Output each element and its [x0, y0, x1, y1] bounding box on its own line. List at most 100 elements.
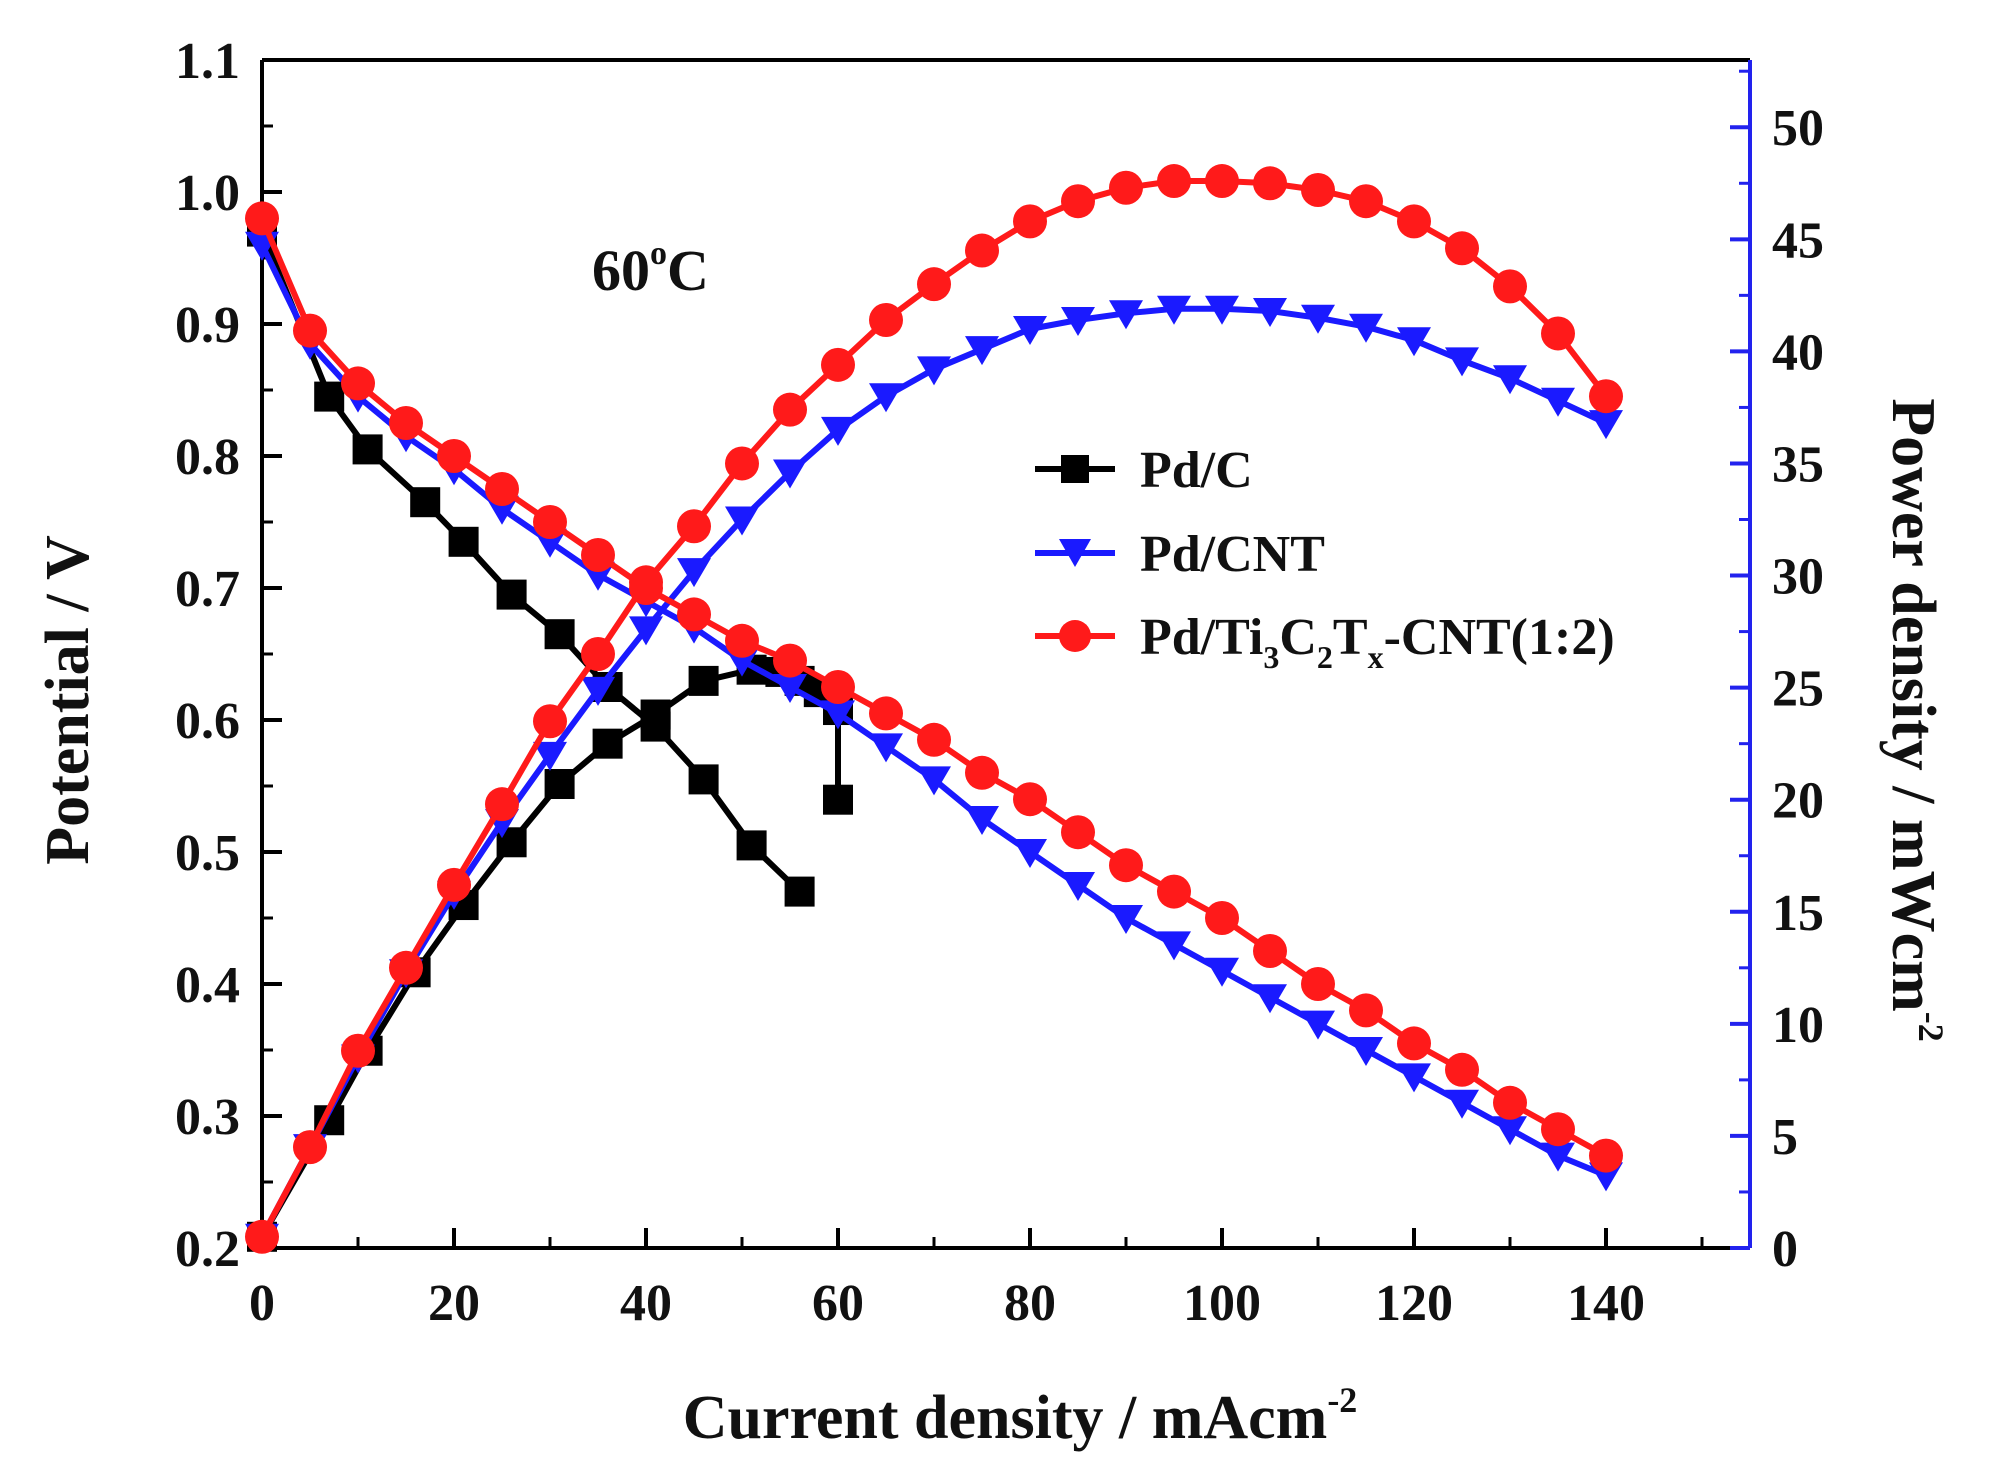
data-point-circle — [821, 347, 855, 382]
left-tick-label: 0.9 — [175, 297, 240, 354]
x-axis-title-main: Current density / mAcm — [683, 1384, 1328, 1452]
data-point-triangle — [1205, 957, 1239, 987]
legend-marker-pd-c — [1061, 455, 1089, 483]
x-axis-ticks: 0 20 40 60 80 100 120 140 — [249, 1228, 1704, 1332]
data-point-square — [410, 487, 441, 518]
data-point-circle — [437, 439, 471, 473]
left-tick-label: 0.5 — [175, 825, 240, 882]
data-point-circle — [1061, 815, 1095, 850]
data-point-circle — [725, 623, 759, 658]
data-point-circle — [1589, 1138, 1623, 1173]
data-point-circle — [581, 538, 615, 572]
left-tick-label: 0.8 — [175, 429, 240, 486]
right-axis-title-sup: -2 — [1911, 1012, 1951, 1042]
data-point-square — [736, 830, 767, 861]
temperature-annotation: 60oC — [592, 235, 709, 303]
data-point-triangle — [533, 741, 567, 771]
right-tick-label: 45 — [1772, 212, 1824, 269]
right-tick-label: 50 — [1772, 100, 1824, 157]
legend-label-pd-cnt: Pd/CNT — [1140, 526, 1325, 583]
data-point-circle — [1445, 1052, 1479, 1087]
temperature-value: 60 — [592, 238, 650, 303]
right-tick-label: 30 — [1772, 549, 1824, 606]
data-point-circle — [245, 1219, 279, 1254]
data-point-circle — [1109, 848, 1143, 883]
series-line-pd-c-polarization — [259, 230, 802, 894]
data-point-square — [496, 579, 527, 610]
data-point-triangle — [1397, 1063, 1431, 1093]
series-pd-c-polarization — [247, 216, 815, 907]
x-tick-label: 0 — [249, 1275, 275, 1332]
left-tick-label: 1.0 — [175, 165, 240, 222]
legend-item-pd-c: Pd/C — [1035, 442, 1253, 499]
data-point-circle — [965, 233, 999, 268]
data-point-triangle — [1493, 365, 1527, 395]
data-point-circle — [821, 670, 855, 704]
data-point-triangle — [1013, 839, 1047, 868]
data-point-triangle — [869, 383, 903, 413]
data-point-circle — [1157, 874, 1191, 909]
data-point-circle — [1061, 184, 1095, 219]
x-axis-title: Current density / mAcm-2 — [683, 1380, 1358, 1452]
data-point-circle — [341, 1033, 375, 1068]
data-point-circle — [293, 1130, 327, 1165]
data-point-triangle — [1493, 1116, 1527, 1146]
left-tick-label: 0.4 — [175, 957, 240, 1014]
data-point-triangle — [677, 558, 711, 588]
data-point-square — [592, 728, 623, 759]
data-point-square — [688, 665, 719, 696]
left-tick-label: 0.7 — [175, 561, 240, 618]
left-tick-label: 0.6 — [175, 693, 240, 750]
data-point-triangle — [1541, 387, 1575, 417]
data-point-circle — [293, 313, 327, 348]
data-point-circle — [1493, 1085, 1527, 1120]
data-point-circle — [341, 366, 375, 401]
x-tick-label: 20 — [428, 1275, 480, 1332]
temperature-degree: o — [650, 235, 667, 272]
x-axis-title-sup: -2 — [1327, 1380, 1357, 1420]
left-axis-ticks: 0.2 0.3 0.4 0.5 0.6 0.7 0.8 0.9 1.0 1.1 — [175, 33, 282, 1278]
data-point-circle — [1349, 993, 1383, 1028]
x-tick-label: 120 — [1375, 1275, 1453, 1332]
data-point-circle — [1397, 204, 1431, 239]
data-point-triangle — [1349, 1037, 1383, 1066]
legend-marker-pd-cnt — [1059, 539, 1091, 567]
data-point-circle — [389, 950, 423, 985]
data-point-circle — [725, 446, 759, 481]
data-point-circle — [437, 867, 471, 902]
data-point-square — [784, 876, 815, 907]
right-tick-label: 15 — [1772, 885, 1824, 942]
left-tick-label: 0.3 — [175, 1089, 240, 1146]
data-point-circle — [1013, 204, 1047, 239]
data-point-circle — [485, 787, 519, 822]
data-point-triangle — [581, 676, 615, 706]
right-tick-label: 0 — [1772, 1221, 1798, 1278]
data-point-triangle — [821, 700, 855, 730]
data-point-triangle — [1445, 1089, 1479, 1119]
series-pd-cnt-polarization — [245, 231, 1623, 1192]
data-point-circle — [1541, 1112, 1575, 1147]
right-axis-ticks: 0 5 10 15 20 25 30 35 40 45 50 — [1730, 69, 1824, 1278]
data-point-circle — [1109, 170, 1143, 205]
data-point-circle — [1301, 967, 1335, 1001]
data-point-triangle — [965, 806, 999, 835]
data-point-circle — [1157, 164, 1191, 199]
x-tick-label: 40 — [620, 1275, 672, 1332]
left-axis-title: Potential / V — [34, 535, 102, 865]
legend-item-pd-ti3c2tx-cnt: Pd/Ti3C2Tx-CNT(1:2) — [1035, 609, 1615, 675]
data-point-circle — [1493, 269, 1527, 304]
data-point-square — [352, 434, 383, 465]
data-point-triangle — [773, 674, 807, 703]
data-point-triangle — [1253, 298, 1287, 328]
right-tick-label: 10 — [1772, 997, 1824, 1054]
data-point-triangle — [629, 616, 663, 646]
data-point-circle — [1541, 316, 1575, 351]
data-point-triangle — [1349, 313, 1383, 343]
data-point-triangle — [1061, 872, 1095, 901]
data-point-triangle — [821, 416, 855, 446]
data-point-square — [823, 784, 853, 815]
data-point-circle — [677, 509, 711, 544]
data-point-triangle — [1253, 984, 1287, 1014]
data-point-circle — [581, 637, 615, 671]
data-point-triangle — [1205, 295, 1239, 325]
